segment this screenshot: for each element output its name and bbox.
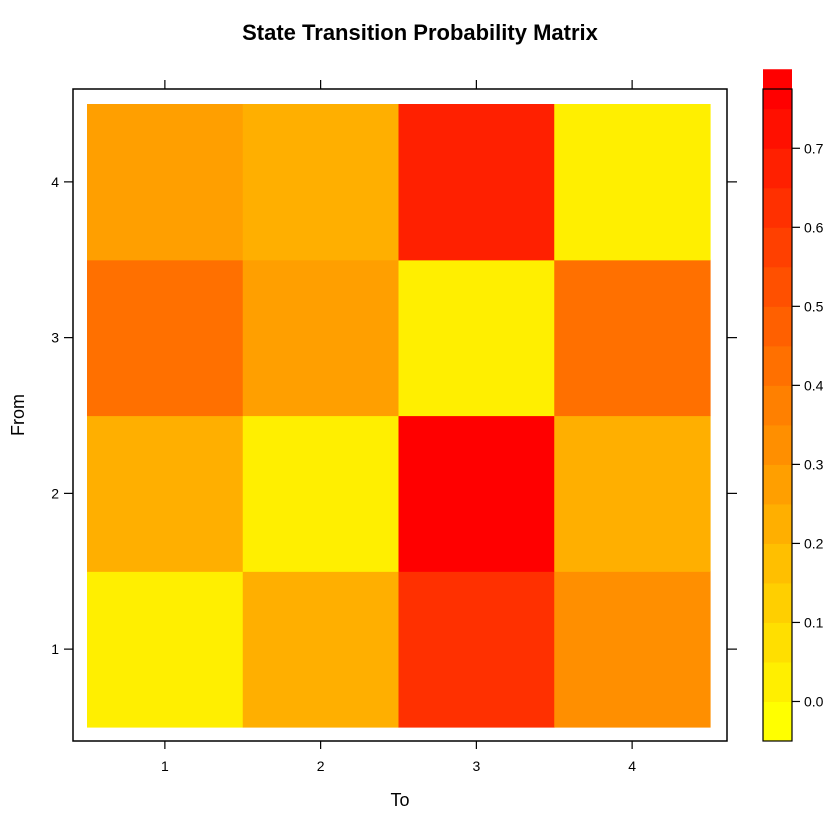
colorbar-tick-label: 0.1 bbox=[804, 614, 824, 630]
y-tick-label: 2 bbox=[51, 485, 59, 501]
x-axis-label: To bbox=[390, 790, 409, 810]
heatmap-cell-from-4-to-3 bbox=[398, 104, 555, 261]
colorbar-band bbox=[763, 385, 792, 426]
y-tick-label: 4 bbox=[51, 174, 59, 190]
colorbar-band bbox=[763, 306, 792, 347]
x-tick-label: 1 bbox=[161, 758, 169, 774]
x-tick-label: 3 bbox=[472, 758, 480, 774]
x-tick-label: 4 bbox=[628, 758, 636, 774]
colorbar-band bbox=[763, 424, 792, 465]
colorbar-band bbox=[763, 543, 792, 584]
heatmap-cell-from-3-to-3 bbox=[398, 259, 555, 417]
y-axis-label: From bbox=[8, 394, 28, 436]
heatmap-cell-from-2-to-3 bbox=[398, 415, 555, 572]
colorbar: 0.0 0.1 0.2 0.3 0.4 0.5 0.6 0.7 bbox=[762, 69, 824, 742]
colorbar-tick-label: 0.5 bbox=[804, 298, 824, 314]
colorbar-band bbox=[763, 345, 792, 386]
heatmap-cell-from-1-to-2 bbox=[242, 571, 400, 728]
colorbar-tick-label: 0.3 bbox=[804, 456, 824, 472]
heatmap-cell-from-2-to-4 bbox=[554, 415, 711, 572]
colorbar-band bbox=[763, 187, 792, 228]
colorbar-frame bbox=[762, 88, 793, 742]
heatmap-cell-from-1-to-1 bbox=[87, 571, 244, 728]
heatmap-cell-from-2-to-1 bbox=[87, 415, 244, 572]
colorbar-band bbox=[763, 108, 792, 149]
colorbar-band bbox=[763, 582, 792, 623]
heatmap-cell-from-2-to-2 bbox=[242, 415, 400, 572]
colorbar-band bbox=[763, 227, 792, 268]
heatmap-cell-from-4-to-4 bbox=[554, 104, 711, 261]
heatmap-cell-from-3-to-4 bbox=[554, 259, 711, 417]
colorbar-band bbox=[763, 148, 792, 189]
colorbar-tick-label: 0.2 bbox=[804, 535, 824, 551]
plot-frame bbox=[72, 88, 728, 742]
heatmap-cell-from-3-to-2 bbox=[242, 259, 400, 417]
colorbar-band bbox=[763, 701, 792, 742]
heatmap-cell-from-1-to-3 bbox=[398, 571, 555, 728]
colorbar-tick-label: 0.0 bbox=[804, 693, 824, 709]
colorbar-band bbox=[763, 503, 792, 544]
heatmap-cell-from-1-to-4 bbox=[554, 571, 711, 728]
x-tick-label: 2 bbox=[317, 758, 325, 774]
chart-title: State Transition Probability Matrix bbox=[242, 20, 599, 45]
heatmap-cell-from-4-to-1 bbox=[87, 104, 244, 261]
y-tick-label: 1 bbox=[51, 641, 59, 657]
colorbar-band bbox=[763, 622, 792, 663]
heatmap-cell-from-3-to-1 bbox=[87, 259, 244, 417]
colorbar-band bbox=[763, 464, 792, 505]
colorbar-band bbox=[763, 266, 792, 307]
colorbar-band bbox=[763, 661, 792, 702]
heatmap-cell-from-4-to-2 bbox=[242, 104, 400, 261]
y-tick-label: 3 bbox=[51, 330, 59, 346]
colorbar-tick-label: 0.6 bbox=[804, 219, 824, 235]
colorbar-tick-label: 0.4 bbox=[804, 377, 824, 393]
colorbar-tick-label: 0.7 bbox=[804, 140, 824, 156]
